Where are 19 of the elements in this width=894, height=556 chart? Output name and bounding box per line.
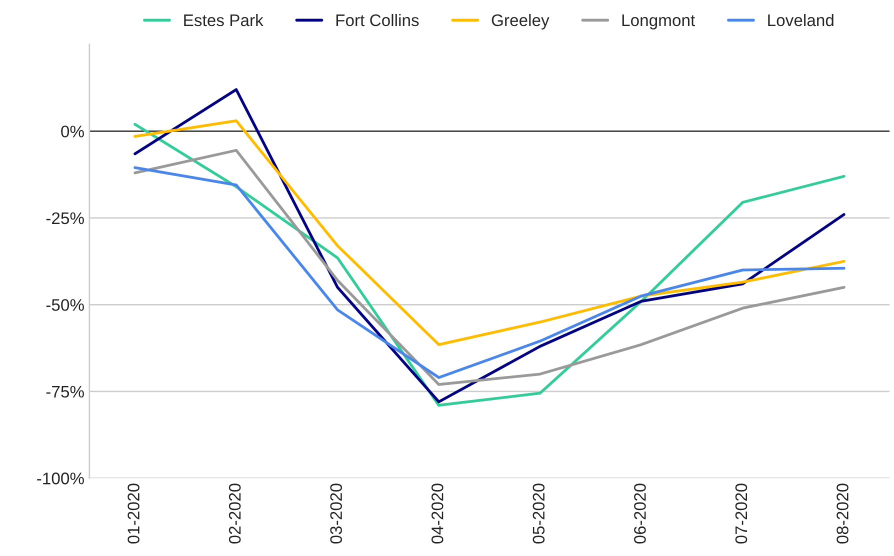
x-tick-label: 01-2020 [128, 484, 140, 544]
x-tick-label: 08-2020 [836, 484, 848, 544]
y-tick-label: -25% [46, 212, 84, 224]
y-tick-label: -75% [46, 386, 84, 398]
x-tick-label: 03-2020 [330, 484, 342, 544]
y-tick-label: -50% [46, 299, 84, 311]
legend-label: Estes Park [184, 14, 264, 26]
legend-label: Longmont [622, 14, 696, 30]
x-tick-label: 05-2020 [532, 484, 545, 544]
legend-label: Loveland [768, 14, 834, 26]
legend-label: Greeley [492, 14, 550, 30]
x-tick-label: 04-2020 [431, 484, 444, 544]
y-tick-label: -100% [37, 472, 84, 484]
line-series [134, 119, 846, 346]
x-tick-label: 02-2020 [228, 484, 241, 544]
legend-label: Fort Collins [336, 14, 419, 26]
y-tick-label: 0% [61, 126, 84, 138]
x-tick-label: 06-2020 [634, 484, 646, 544]
x-tick-label: 07-2020 [735, 484, 748, 544]
